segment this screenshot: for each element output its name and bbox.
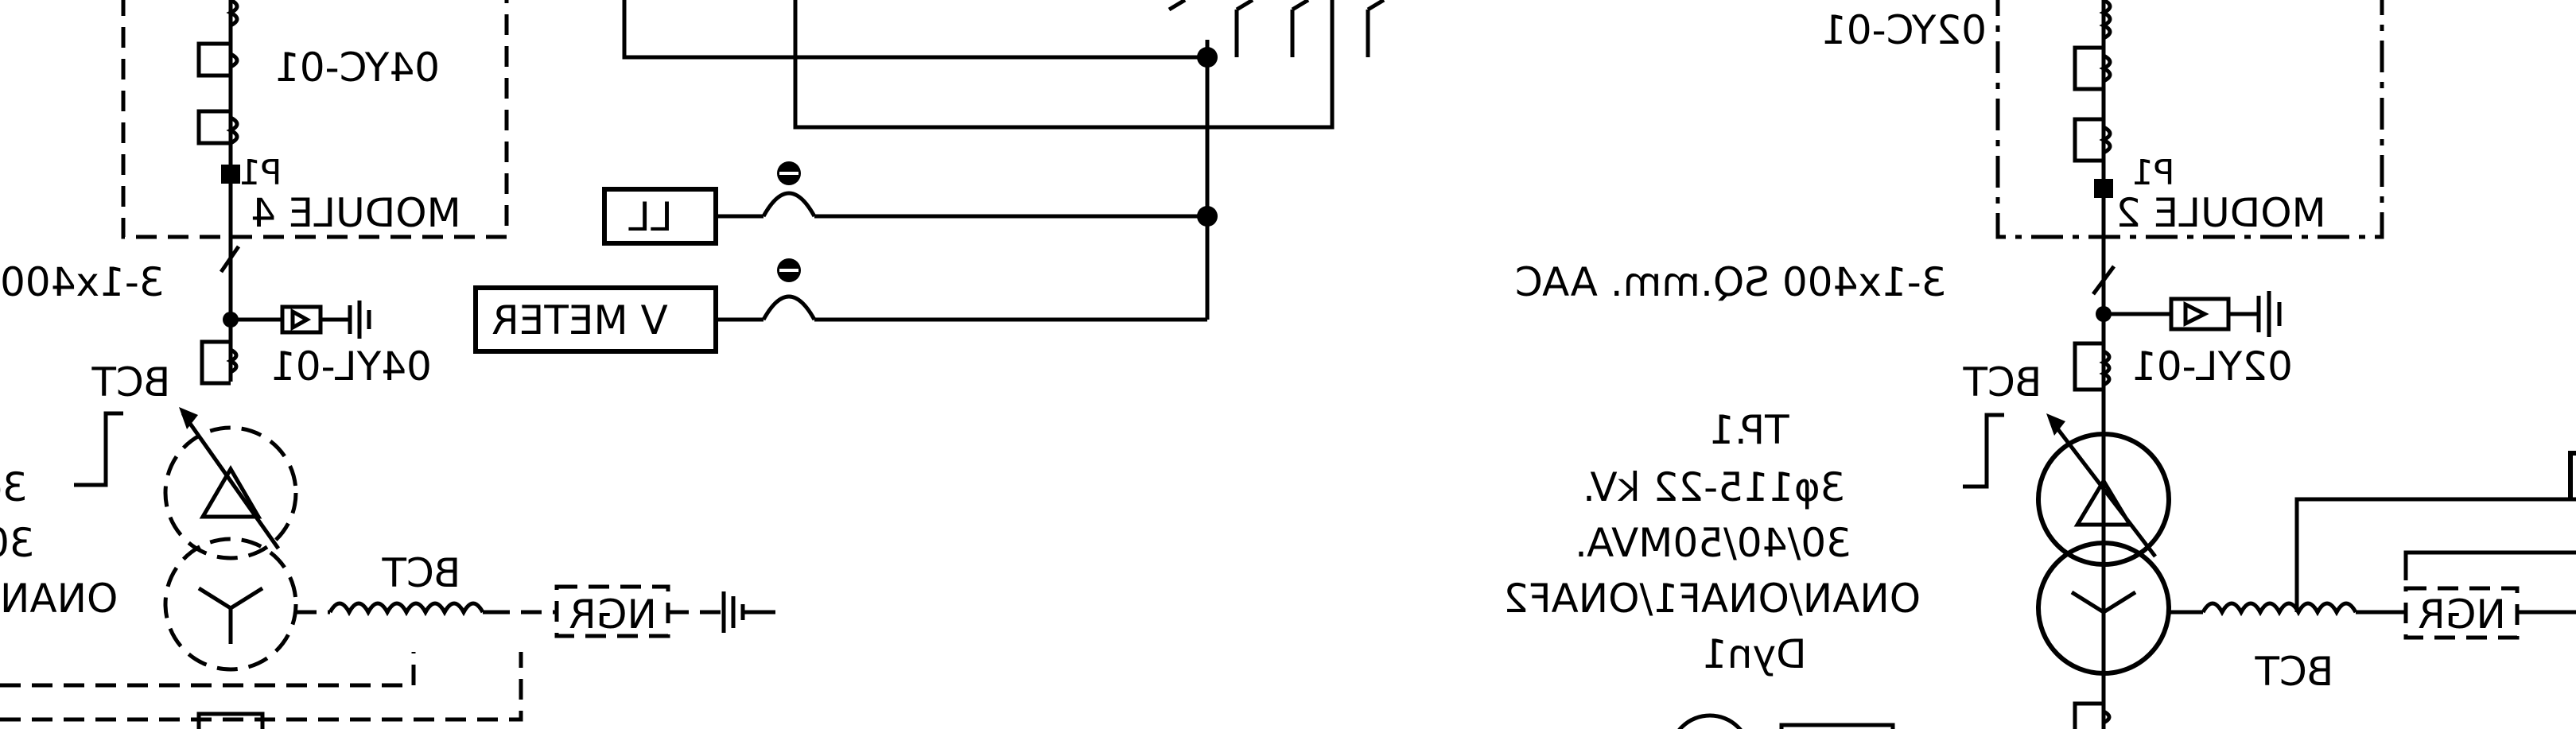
left-module-boundary [121, 0, 509, 239]
left-transformer-secondary [163, 537, 298, 672]
left-ngr-bct-label: BCT [382, 550, 460, 596]
vmeter-label: V METER [491, 297, 668, 343]
right-bay: 02YC-01 P1 MODULE 2 3-1x400 SQ.mm. AAC 0… [1503, 0, 2576, 729]
ll-fuse [716, 161, 1207, 219]
left-module-label: MODULE 4 [251, 190, 461, 236]
right-module-label: MODULE 2 [2116, 190, 2326, 236]
right-p1-point [2094, 179, 2113, 198]
left-lower-dashed-box [0, 652, 523, 722]
right-transformer-primary [2036, 432, 2171, 567]
right-ngr-label: NGR [2418, 591, 2506, 638]
bus-junction-top [1197, 47, 1218, 68]
left-surge-arrester [231, 301, 371, 339]
center-section: LL V METER [473, 0, 1385, 354]
tp-rating: 30/40/50MVA. [1575, 520, 1851, 566]
right-surge-arrester-tag: 02YL-01 [2131, 343, 2293, 390]
right-bct-coil [2073, 341, 2112, 392]
tp-cooling: ONAN/ONAF1/ONAF2 [1503, 576, 1921, 622]
right-module-boundary [1995, 0, 2384, 239]
left-transformer-primary [163, 425, 298, 560]
right-tap-arrow-head [2046, 413, 2065, 436]
left-tp-line-1: 3φ [0, 464, 28, 510]
left-tp-line-2: 30 [0, 520, 35, 566]
left-wye-symbol [197, 586, 264, 644]
right-wye-symbol [2070, 590, 2137, 648]
right-p1-label: P1 [2131, 153, 2175, 193]
right-bottom-coil [2073, 701, 2112, 729]
left-ngr-branch: NGR [296, 584, 775, 638]
right-bct-label: BCT [1963, 359, 2042, 405]
right-tp-leader [1963, 413, 2004, 489]
left-bct-coil [200, 339, 239, 386]
left-lower-element [196, 712, 265, 729]
right-ct-coils [2073, 0, 2112, 163]
left-ct-tag: 04YC-01 [274, 45, 440, 91]
top-bus-loop [622, 0, 1207, 60]
right-ct-tag: 02YC-01 [1821, 7, 1987, 53]
tp-name: TP.1 [1709, 407, 1790, 453]
right-surge-arrester [2104, 291, 2282, 337]
left-tap-arrow-head [179, 407, 198, 429]
ll-label: LL [628, 194, 673, 240]
second-bus-loop [793, 0, 1335, 130]
right-ngr-loop-inner [2403, 550, 2576, 580]
left-tap-arrow [181, 412, 281, 550]
vmeter-fuse [716, 258, 1207, 322]
right-ngr-bct-label: BCT [2255, 649, 2333, 695]
right-ngr-loop [2294, 497, 2576, 612]
left-bct-label: BCT [91, 359, 170, 405]
left-surge-arrester-tag: 04YL-01 [270, 343, 432, 390]
left-tp-line-3: ONAN [0, 576, 118, 622]
right-transformer-secondary [2036, 541, 2171, 676]
left-cable-break [219, 245, 241, 273]
left-bay: 04YC-01 P1 MODULE 4 3-1x400 04YL-01 BCT … [0, 0, 775, 729]
left-tp-leader [74, 411, 123, 487]
left-ngr-label: NGR [569, 591, 657, 638]
right-bottom-circle [1677, 713, 1743, 729]
left-delta-symbol [199, 465, 262, 519]
left-p1-point [221, 165, 240, 184]
left-ct-coils [196, 0, 239, 145]
right-edge-element [2568, 451, 2576, 499]
right-tap-arrow [2050, 420, 2157, 558]
right-ngr-branch: NGR [2169, 586, 2576, 640]
tp-vector: Dyn1 [1702, 631, 1807, 677]
right-bottom-box [1779, 723, 1895, 729]
tp-voltage: 3φ115-22 kV. [1583, 464, 1845, 510]
right-cable-label: 3-1x400 SQ.mm. AAC [1515, 259, 1947, 305]
right-cable-break [2091, 265, 2116, 296]
top-switches [1168, 0, 1385, 57]
left-p1-label: P1 [239, 153, 282, 193]
left-cable-label: 3-1x400 [0, 259, 165, 305]
